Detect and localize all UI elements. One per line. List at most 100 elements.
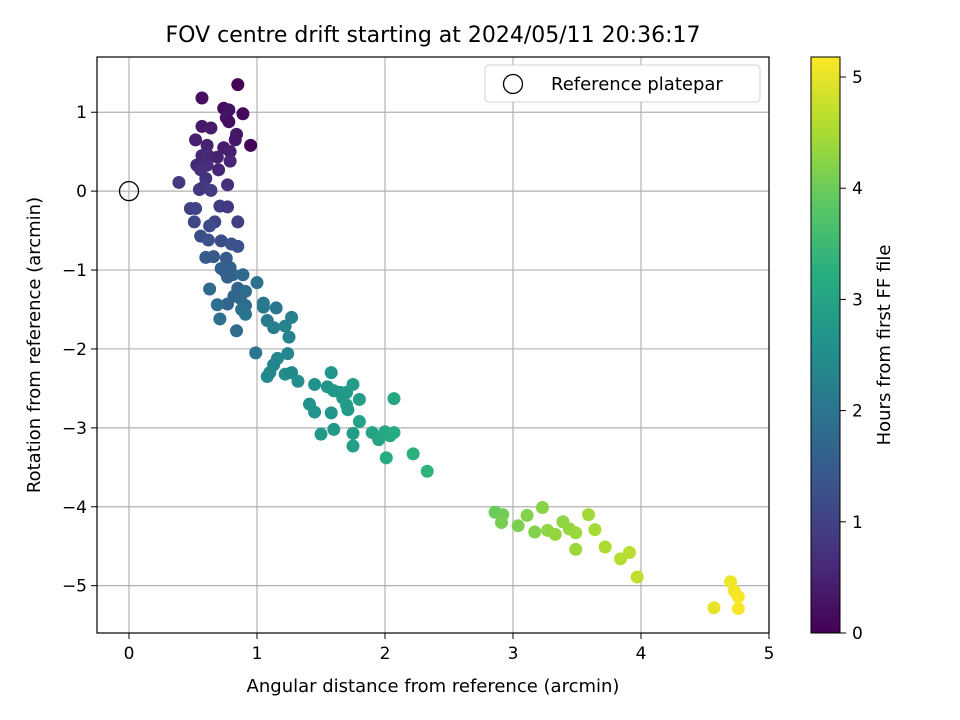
colorbar-tick-label: 1 <box>852 513 863 533</box>
data-point <box>324 366 338 380</box>
data-point <box>548 527 562 541</box>
colorbar-label: Hours from first FF file <box>874 245 895 446</box>
data-point <box>187 215 201 229</box>
data-point <box>256 300 270 314</box>
data-point <box>201 233 215 247</box>
y-axis: −5 −4 −3 −2 −1 0 1 <box>62 103 97 597</box>
data-point <box>204 121 218 135</box>
data-point <box>204 183 218 197</box>
data-point <box>731 602 745 616</box>
data-point <box>203 282 217 296</box>
data-point <box>212 163 226 177</box>
data-point <box>228 133 242 147</box>
data-point <box>210 150 224 164</box>
legend: Reference platepar <box>484 64 761 103</box>
data-point <box>189 201 203 215</box>
data-point <box>569 526 583 540</box>
data-point <box>314 427 328 441</box>
colorbar-tick-label: 3 <box>852 290 863 310</box>
data-point <box>214 234 228 248</box>
x-axis: 0 1 2 3 4 5 <box>124 633 775 664</box>
y-tick-label: −2 <box>62 340 87 360</box>
data-point <box>511 519 525 533</box>
data-point <box>230 324 244 338</box>
reference-platepar-marker <box>118 180 140 202</box>
data-point <box>236 268 250 282</box>
data-point <box>236 107 250 121</box>
legend-label: Reference platepar <box>551 74 723 95</box>
data-point <box>494 516 508 530</box>
y-tick-label: −1 <box>62 261 87 281</box>
y-tick-label: −5 <box>62 577 87 597</box>
data-point <box>282 330 296 344</box>
data-point <box>210 298 224 312</box>
data-points <box>172 78 745 616</box>
data-point <box>172 175 186 189</box>
data-point <box>341 403 355 417</box>
data-point <box>598 540 612 554</box>
data-point <box>250 276 264 290</box>
data-point <box>379 451 393 465</box>
data-point <box>221 270 235 284</box>
colorbar-gradient <box>810 56 841 634</box>
data-point <box>308 405 322 419</box>
y-tick-label: −4 <box>62 498 87 518</box>
plot-frame <box>96 56 770 634</box>
data-point <box>213 312 227 326</box>
data-point <box>535 501 549 515</box>
data-point <box>221 200 235 214</box>
data-point <box>223 145 237 159</box>
data-point <box>324 406 338 420</box>
data-point <box>520 508 534 522</box>
y-tick-label: 1 <box>76 103 87 123</box>
data-point <box>231 215 245 229</box>
data-point <box>569 542 583 556</box>
data-point <box>707 601 721 615</box>
data-point <box>221 297 235 311</box>
y-tick-label: −3 <box>62 419 87 439</box>
y-tick-label: 0 <box>76 182 87 202</box>
colorbar-ticks: 0 1 2 3 4 5 <box>840 68 863 644</box>
legend-marker-icon <box>502 73 524 95</box>
data-point <box>588 523 602 537</box>
data-point <box>206 250 220 264</box>
data-point <box>420 464 434 478</box>
colorbar-tick-label: 2 <box>852 402 863 422</box>
data-point <box>267 321 281 335</box>
data-point <box>195 91 209 105</box>
data-point <box>406 447 420 461</box>
data-point <box>285 310 299 324</box>
data-point <box>238 307 252 321</box>
data-point <box>231 239 245 253</box>
data-point <box>387 392 401 406</box>
x-tick-label: 2 <box>380 644 391 664</box>
x-tick-label: 0 <box>124 644 135 664</box>
colorbar-tick-label: 5 <box>852 68 863 88</box>
data-point <box>203 219 217 233</box>
data-point <box>222 115 236 129</box>
data-point <box>582 508 596 522</box>
data-point <box>200 138 214 152</box>
data-point <box>244 138 258 152</box>
x-tick-label: 5 <box>764 644 775 664</box>
colorbar: 0 1 2 3 4 5 Hours from first FF file <box>810 56 895 644</box>
data-point <box>630 570 644 584</box>
data-point <box>327 422 341 436</box>
data-point <box>622 546 636 560</box>
data-point <box>308 377 322 391</box>
legend-box <box>484 64 761 103</box>
data-point <box>387 426 401 440</box>
data-point <box>269 301 283 315</box>
data-point <box>352 415 366 429</box>
data-point <box>346 377 360 391</box>
data-point <box>189 133 203 147</box>
data-point <box>291 374 305 388</box>
data-point <box>731 590 745 604</box>
data-point <box>346 426 360 440</box>
x-tick-label: 4 <box>636 644 647 664</box>
data-point <box>352 392 366 406</box>
x-axis-label: Angular distance from reference (arcmin) <box>247 676 620 697</box>
data-point <box>223 154 237 168</box>
data-point <box>281 347 295 361</box>
